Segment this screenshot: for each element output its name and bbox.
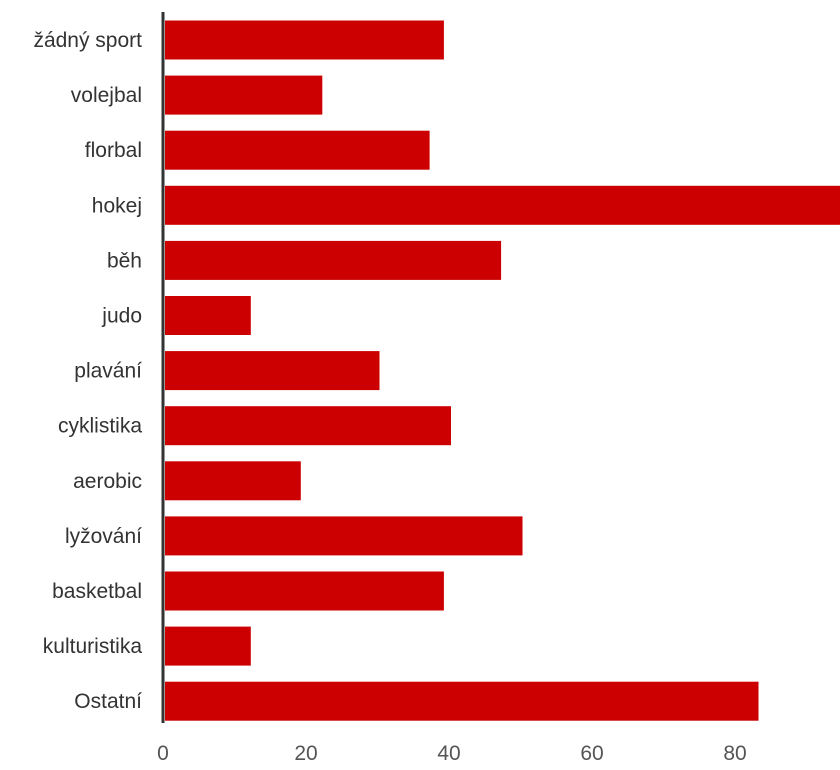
bar-judo [165, 296, 251, 335]
bar-kulturistika [165, 626, 251, 666]
category-label-kulturistika: kulturistika [43, 635, 143, 658]
category-label-aerobic: aerobic [73, 470, 142, 493]
x-tick-label-0: 0 [157, 742, 169, 765]
bar-basketbal [165, 571, 444, 611]
category-label-lyzovani: lyžování [65, 525, 142, 548]
bars-group [165, 20, 840, 721]
bar-cyklistika [165, 406, 451, 446]
x-tick-label-60: 60 [580, 742, 603, 765]
bar-beh [165, 240, 502, 280]
bar-florbal [165, 130, 430, 170]
category-label-ostatni: Ostatní [74, 690, 142, 713]
category-labels-group: žádný sport volejbal florbal hokej běh judo pl… [33, 29, 142, 713]
category-label-plavani: plavání [74, 360, 142, 383]
x-tick-label-20: 20 [294, 742, 317, 765]
category-label-florbal: florbal [85, 139, 142, 162]
category-label-basketbal: basketbal [52, 580, 142, 603]
category-label-zadny-sport: žádný sport [33, 29, 142, 52]
x-tick-label-80: 80 [723, 742, 746, 765]
category-label-judo: judo [101, 305, 142, 328]
bar-hokej [165, 185, 840, 225]
category-label-cyklistika: cyklistika [58, 415, 142, 438]
category-label-beh: běh [107, 249, 142, 272]
bar-volejbal [165, 75, 323, 115]
bar-aerobic [165, 461, 301, 501]
x-tick-labels-group: 0 20 40 60 80 [157, 742, 747, 765]
x-tick-label-40: 40 [437, 742, 460, 765]
bar-ostatni [165, 681, 759, 721]
bar-zadny-sport [165, 20, 444, 60]
bar-plavani [165, 351, 380, 391]
category-label-volejbal: volejbal [71, 84, 142, 107]
category-label-hokej: hokej [92, 194, 142, 217]
bar-lyzovani [165, 516, 523, 556]
